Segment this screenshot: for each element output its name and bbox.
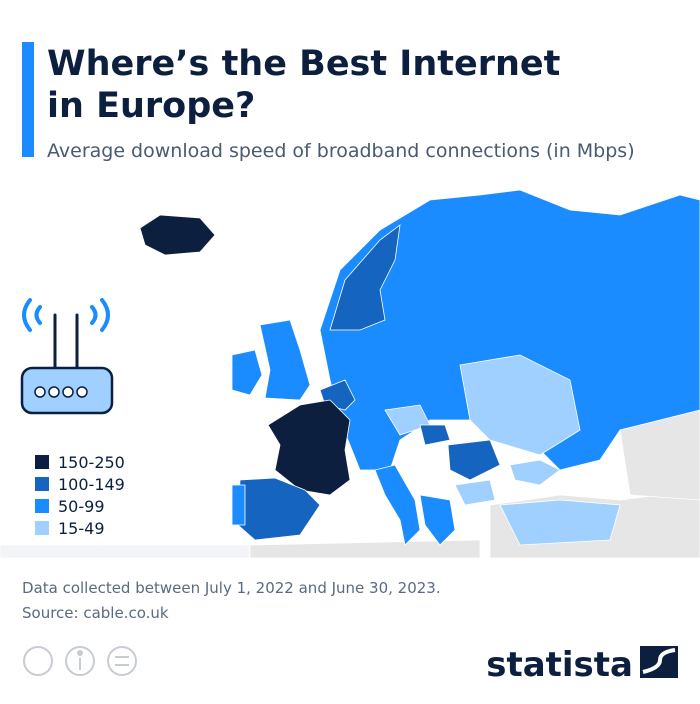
title-line: Where’s the Best Internet <box>47 44 560 84</box>
title-line: in Europe? <box>47 86 255 126</box>
land-grey <box>0 544 251 559</box>
source: Source: cable.co.uk <box>22 604 169 622</box>
legend-swatch <box>35 521 49 535</box>
footer-note: Data collected between July 1, 2022 and … <box>22 579 441 597</box>
region <box>454 479 496 506</box>
legend-swatch <box>35 477 49 491</box>
region <box>237 477 321 541</box>
region <box>267 399 351 496</box>
legend-label: 50-99 <box>58 497 105 516</box>
legend-label: 100-149 <box>58 475 125 494</box>
region <box>259 319 311 401</box>
region <box>509 459 561 486</box>
region <box>374 464 421 546</box>
legend-swatch <box>35 455 49 469</box>
brand: statista <box>486 645 633 685</box>
region <box>139 214 216 256</box>
map <box>0 189 700 559</box>
legend: 150-250 100-149 50-99 15-49 <box>35 453 125 538</box>
license-icons <box>23 646 137 676</box>
region <box>499 499 621 546</box>
region <box>231 349 263 396</box>
region <box>329 224 401 331</box>
region <box>459 354 581 456</box>
region <box>419 424 451 446</box>
legend-swatch <box>35 499 49 513</box>
region <box>419 494 456 546</box>
legend-label: 150-250 <box>58 453 125 472</box>
subtitle: Average download speed of broadband conn… <box>47 140 635 162</box>
region <box>231 484 246 526</box>
land-grey <box>249 539 481 559</box>
legend-label: 15-49 <box>58 519 105 538</box>
brand-logo <box>640 646 678 678</box>
router-icon <box>20 298 114 415</box>
region <box>447 439 501 481</box>
title-accent <box>22 42 34 157</box>
